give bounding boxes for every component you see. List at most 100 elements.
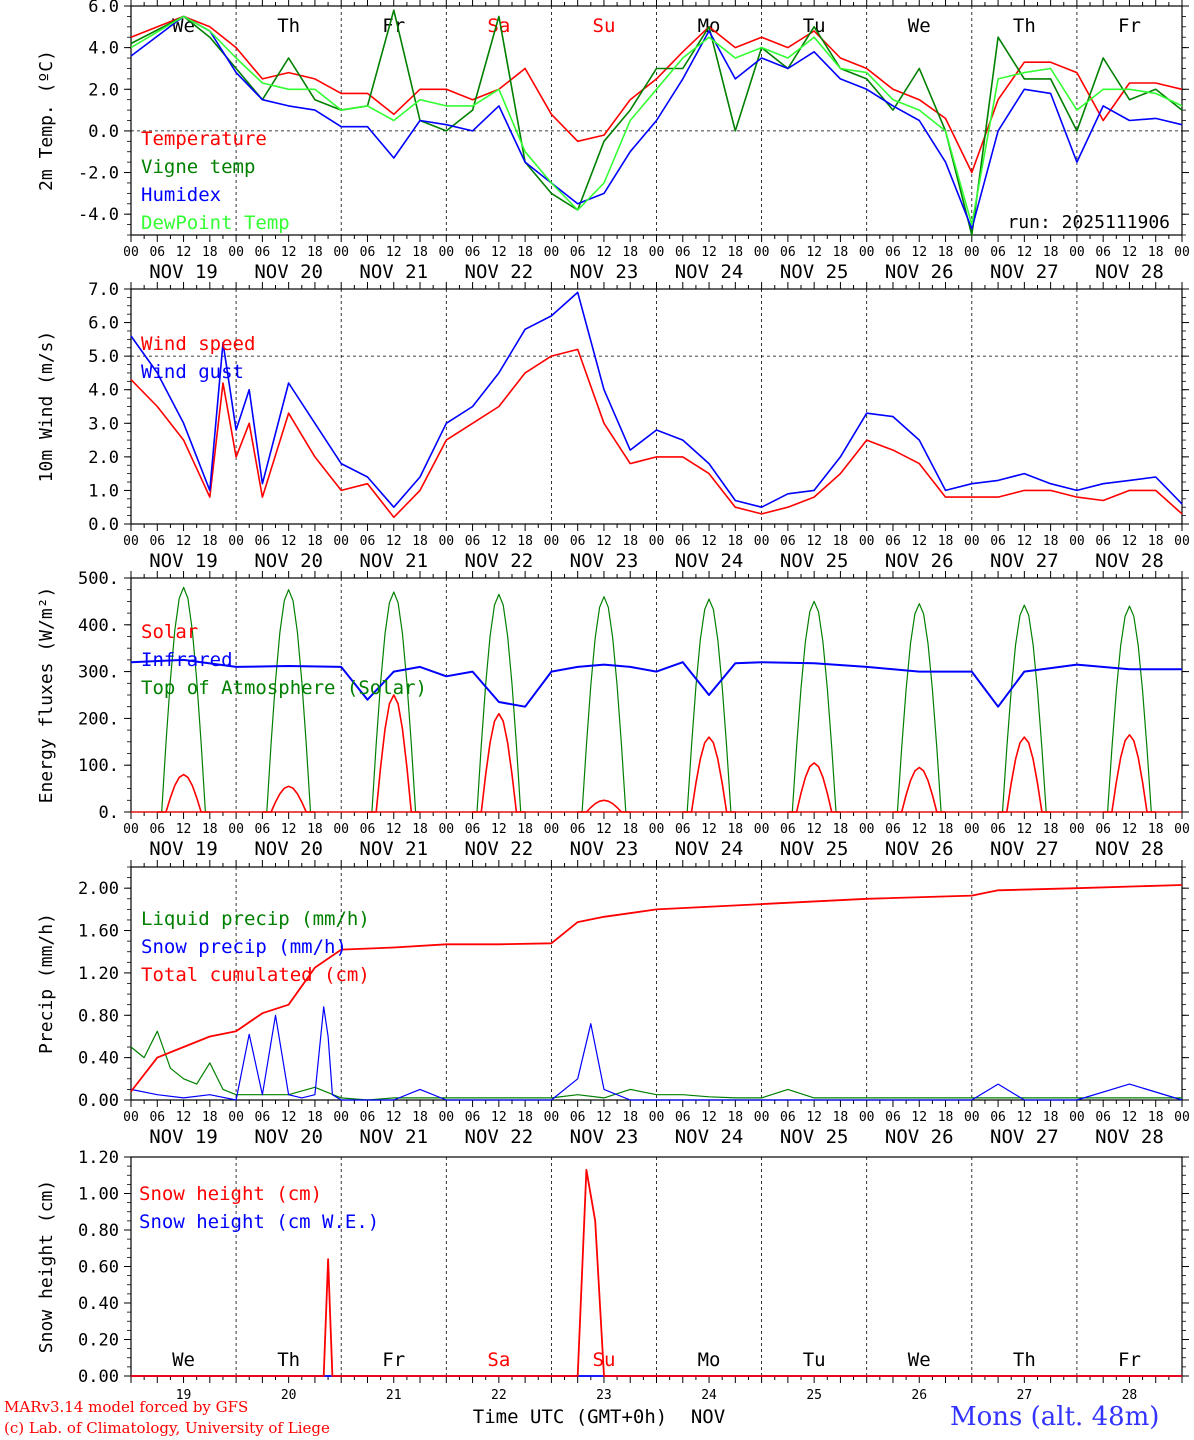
y-tick-label: 0.20 (78, 1331, 119, 1351)
x-tick-label: 18 (727, 534, 743, 549)
x-tick-label: 06 (570, 1110, 586, 1125)
x-tick-label: 18 (622, 1110, 638, 1125)
x-tick-label: 06 (780, 1110, 796, 1125)
y-tick-label: 4.0 (88, 39, 119, 59)
x-tick-label: 18 (727, 245, 743, 260)
x-tick-label: 18 (307, 1110, 323, 1125)
x-tick-label: 12 (491, 534, 507, 549)
weekday-label: Th (1013, 15, 1036, 37)
y-tick-label: 5.0 (88, 347, 119, 367)
x-tick-label: 12 (911, 1110, 927, 1125)
x-tick-label: 18 (517, 822, 533, 837)
series-wind-gust (130, 291, 1183, 509)
date-label: NOV 20 (254, 550, 323, 572)
credit-line-2: (c) Lab. of Climatology, University of L… (4, 1419, 330, 1437)
x-tick-label: 06 (1095, 534, 1111, 549)
x-tick-label: 12 (1122, 1110, 1138, 1125)
x-tick-label: 06 (885, 822, 901, 837)
x-tick-label: 12 (911, 534, 927, 549)
x-tick-label: 06 (885, 1110, 901, 1125)
date-label: NOV 21 (359, 261, 428, 283)
series-snow-precip-mm-h- (130, 1006, 1183, 1101)
date-label: NOV 20 (254, 1126, 323, 1148)
y-tick-label: 0.00 (78, 1367, 119, 1387)
legend-entry: Top of Atmosphere (Solar) (141, 677, 427, 699)
x-tick-label: 00 (228, 822, 244, 837)
date-label: NOV 19 (149, 261, 218, 283)
x-tick-label: 18 (833, 1110, 849, 1125)
y-axis-label: 10m Wind (m/s) (36, 331, 57, 483)
x-tick-label: 00 (228, 245, 244, 260)
legend-entry: Snow height (cm) (139, 1183, 322, 1205)
day-number-label: 19 (176, 1388, 192, 1403)
x-tick-label: 06 (465, 245, 481, 260)
x-tick-label: 00 (1174, 822, 1190, 837)
y-axis-label: Energy fluxes (W/m²) (36, 587, 57, 804)
x-tick-label: 06 (465, 822, 481, 837)
date-label: NOV 25 (780, 1126, 849, 1148)
day-number-label: 21 (386, 1388, 402, 1403)
x-tick-label: 18 (938, 245, 954, 260)
y-tick-label: 3.0 (88, 414, 119, 434)
x-tick-label: 12 (806, 534, 822, 549)
legend-entry: Snow precip (mm/h) (141, 936, 347, 958)
x-tick-label: 12 (701, 534, 717, 549)
series-wind-speed (130, 348, 1183, 519)
y-tick-label: 4.0 (88, 381, 119, 401)
weekday-label: Sa (487, 15, 510, 37)
weekday-label: We (908, 15, 931, 37)
legend-entry: Solar (141, 621, 198, 643)
weekday-label: Sa (487, 1349, 510, 1371)
x-tick-label: 12 (176, 822, 192, 837)
x-tick-label: 18 (622, 822, 638, 837)
weekday-label: Mo (698, 1349, 721, 1371)
series-solar (998, 736, 1051, 813)
day-number-label: 23 (596, 1388, 612, 1403)
x-tick-label: 18 (1043, 1110, 1059, 1125)
x-tick-label: 06 (360, 1110, 376, 1125)
legend-entry: Vigne temp (141, 156, 255, 178)
y-tick-label: 100. (78, 756, 119, 776)
weekday-label: Tu (803, 15, 826, 37)
x-tick-label: 18 (517, 534, 533, 549)
x-tick-label: 06 (675, 1110, 691, 1125)
legend-entry: Humidex (141, 184, 221, 206)
day-number-label: 20 (281, 1388, 297, 1403)
x-tick-label: 06 (990, 822, 1006, 837)
x-tick-label: 00 (649, 534, 665, 549)
y-tick-label: 0.80 (78, 1006, 119, 1026)
weekday-label: Th (277, 1349, 300, 1371)
x-tick-label: 00 (859, 1110, 875, 1125)
series-toa-solar (367, 591, 420, 813)
x-tick-label: 06 (990, 1110, 1006, 1125)
x-tick-label: 12 (176, 1110, 192, 1125)
date-label: NOV 28 (1095, 261, 1164, 283)
date-label: NOV 26 (885, 550, 954, 572)
station-label: Mons (alt. 48m) (950, 1402, 1160, 1432)
y-tick-label: 0.40 (78, 1294, 119, 1314)
x-tick-label: 12 (1122, 245, 1138, 260)
y-tick-label: 0. (99, 803, 119, 823)
x-tick-label: 12 (281, 534, 297, 549)
date-label: NOV 24 (675, 550, 744, 572)
x-tick-label: 18 (833, 245, 849, 260)
day-number-label: 25 (806, 1388, 822, 1403)
date-label: NOV 20 (254, 838, 323, 860)
y-tick-label: 0.40 (78, 1049, 119, 1069)
x-tick-label: 06 (360, 245, 376, 260)
x-tick-label: 18 (307, 245, 323, 260)
y-tick-label: 0.0 (88, 122, 119, 142)
x-tick-label: 00 (228, 534, 244, 549)
x-tick-label: 18 (202, 534, 218, 549)
date-label: NOV 23 (570, 838, 639, 860)
y-tick-label: 6.0 (88, 314, 119, 334)
x-tick-label: 18 (1043, 822, 1059, 837)
day-number-label: 22 (491, 1388, 507, 1403)
x-tick-label: 06 (149, 534, 165, 549)
x-tick-label: 00 (333, 1110, 349, 1125)
series-infrared (130, 658, 1182, 708)
x-tick-label: 18 (622, 245, 638, 260)
series-solar (577, 799, 631, 813)
x-tick-label: 18 (202, 1110, 218, 1125)
date-label: NOV 24 (675, 1126, 744, 1148)
